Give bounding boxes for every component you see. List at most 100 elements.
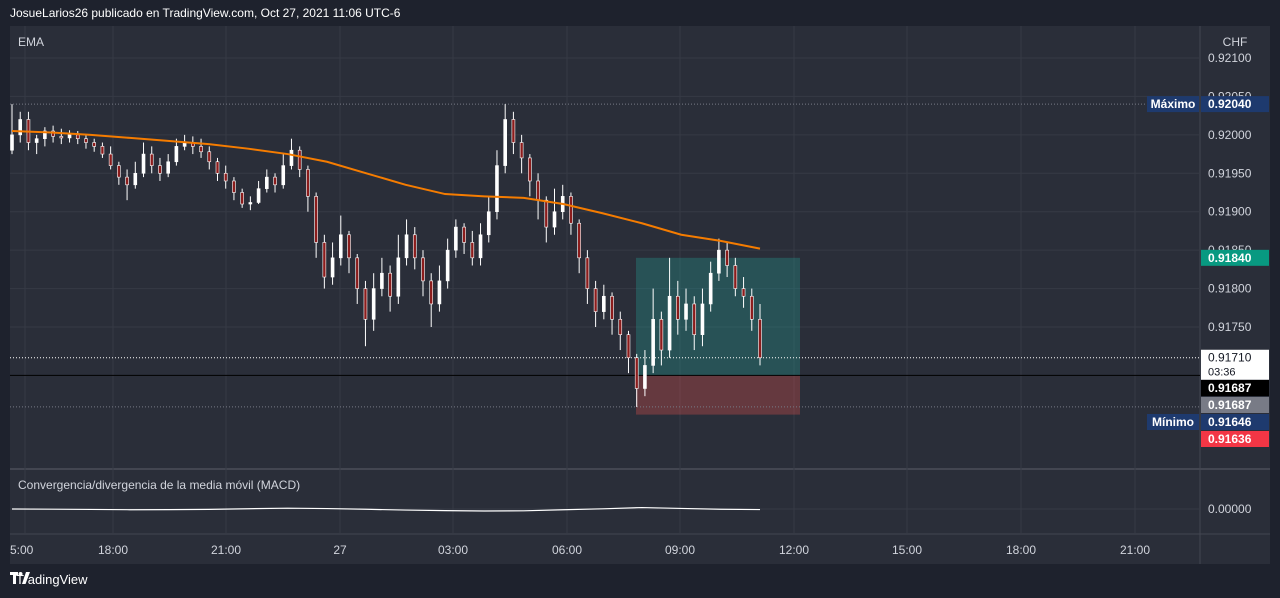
candle-body (536, 180, 540, 201)
current-price-tag: 0.91710 (1208, 351, 1252, 365)
candle-body (289, 149, 294, 166)
candle-body (634, 357, 639, 389)
candle-body (174, 146, 179, 163)
candle-body (232, 180, 236, 193)
chart-frame: CHF0.921000.920500.920000.919500.919000.… (10, 26, 1270, 564)
candle-body (43, 130, 47, 139)
price-tick-label: 0.92000 (1208, 128, 1252, 142)
candle-body (67, 134, 72, 139)
entry-price-tag: 0.91687 (1208, 381, 1252, 395)
min-price-tag-bg (1201, 414, 1269, 430)
entry-price-tag-bg (1201, 380, 1269, 396)
candle-body (725, 249, 729, 266)
candle-body (569, 196, 573, 224)
candle-body (273, 176, 277, 186)
candle-body (659, 319, 664, 351)
candle-body (380, 272, 384, 289)
candle-body (215, 161, 220, 174)
candle-body (445, 249, 450, 282)
candle-body (478, 234, 483, 259)
tradingview-brand: TradingView (16, 572, 88, 587)
min-label: Mínimo (1152, 415, 1194, 429)
candle-body (552, 211, 557, 228)
price-tick-label: 0.92100 (1208, 51, 1252, 65)
candle-body (338, 234, 343, 259)
candle-body (125, 176, 129, 186)
candle-body (626, 334, 631, 359)
macd-pane-title[interactable]: Convergencia/divergencia de la media móv… (18, 478, 301, 492)
candle-body (207, 151, 212, 163)
entry-secondary-tag-bg (1201, 397, 1269, 413)
candle-body (437, 280, 442, 305)
candle-body (34, 138, 39, 143)
price-tick-label: 0.91800 (1208, 282, 1252, 296)
candle-body (643, 365, 647, 389)
time-tick-label: 12:00 (779, 543, 809, 557)
candle-body (223, 172, 228, 182)
candle-body (454, 226, 458, 251)
time-tick-label: 15:00 (892, 543, 922, 557)
candle-body (708, 272, 713, 305)
footer[interactable]: TradingView (10, 572, 88, 587)
time-tick-label: 09:00 (665, 543, 695, 557)
candle-body (412, 234, 417, 259)
countdown-tag: 03:36 (1208, 367, 1236, 379)
candle-body (158, 165, 162, 174)
candle-body (117, 165, 121, 178)
candle-body (667, 295, 672, 351)
candle-body (684, 303, 688, 320)
macd-line (11, 506, 761, 512)
candle-body (462, 226, 466, 243)
current-price-tag-bg (1201, 349, 1269, 380)
time-tick-label: 18:00 (98, 543, 128, 557)
max-label: Máximo (1151, 97, 1196, 111)
candle-body (544, 199, 549, 228)
entry-secondary-tag: 0.91687 (1208, 398, 1252, 412)
macd-axis-label: 0.00000 (1208, 502, 1252, 516)
chart-svg[interactable]: CHF0.921000.920500.920000.919500.919000.… (10, 26, 1270, 564)
stop-zone (636, 375, 800, 415)
candle-body (421, 257, 425, 282)
candle-body (593, 288, 598, 312)
candle-body (519, 142, 524, 159)
candle-body (363, 288, 368, 320)
candle-body (470, 242, 475, 259)
candle-body (733, 265, 738, 289)
min-price-tag: 0.91646 (1208, 415, 1252, 429)
chart-header: JosueLarios26 publicado en TradingView.c… (10, 6, 401, 20)
ema-indicator-label[interactable]: EMA (18, 35, 45, 49)
candle-body (741, 288, 746, 297)
candle-body (75, 134, 80, 139)
candle-body (314, 196, 318, 243)
candle-body (141, 153, 146, 174)
candle-body (100, 146, 105, 155)
candle-body (133, 172, 138, 186)
time-tick-label: 5:00 (10, 543, 34, 557)
currency-label: CHF (1223, 35, 1248, 49)
min-label-bg (1147, 414, 1199, 430)
time-tick-label: 03:00 (438, 543, 468, 557)
candle-body (618, 319, 623, 335)
target-price-tag: 0.91840 (1208, 251, 1252, 265)
candle-body (511, 119, 516, 143)
price-tick-label: 0.91900 (1208, 205, 1252, 219)
candle-body (396, 257, 401, 297)
max-price-tag-bg (1201, 96, 1269, 113)
candle-body (528, 157, 532, 182)
target-zone (636, 257, 800, 376)
candle-body (749, 295, 754, 320)
candle-body (404, 234, 409, 259)
candle-body (371, 288, 376, 320)
candle-body (577, 222, 581, 259)
candle-body (429, 280, 434, 305)
max-price-tag: 0.92040 (1208, 97, 1252, 111)
candle-body (651, 319, 655, 366)
time-tick-label: 21:00 (1120, 543, 1150, 557)
candle-body (676, 295, 680, 320)
price-tick-label: 0.91950 (1208, 166, 1252, 180)
candle-body (265, 176, 269, 189)
candle-body (297, 149, 302, 170)
time-tick-label: 06:00 (552, 543, 582, 557)
candle-body (486, 211, 491, 236)
candle-body (700, 303, 705, 335)
